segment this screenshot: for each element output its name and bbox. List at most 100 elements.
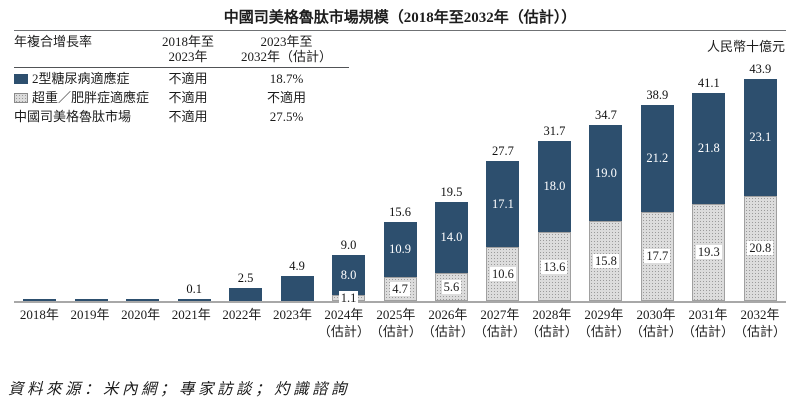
bar-stack: 27.7 17.1 10.6 (486, 144, 520, 301)
cagr-row-total-market: 中國司美格魯肽市場 不適用 27.5% (14, 106, 349, 125)
cagr-value: 不適用 (168, 71, 208, 86)
obesity-segment-value-label: 17.7 (644, 249, 671, 264)
obesity-segment-value-label: 1.1 (338, 291, 359, 306)
bar-column-2025年: 15.6 10.9 4.7 (374, 62, 425, 301)
bar-stack (23, 299, 57, 301)
cagr-value: 不適用 (266, 90, 306, 105)
cagr-header-period2: 2023年至 2032年（估計） (224, 34, 349, 64)
obesity-segment: 4.7 (383, 277, 417, 301)
bar-column-2026年: 19.5 14.0 5.6 (426, 62, 477, 301)
obesity-segment-value-label: 5.6 (441, 279, 462, 294)
bar-stack: 4.9 (280, 259, 314, 301)
t2d-legend-swatch (14, 74, 28, 84)
x-axis-label: 2018年 (19, 307, 59, 322)
bar-column-2032年: 43.9 23.1 20.8 (735, 62, 786, 301)
t2d-segment: 21.2 (640, 104, 674, 212)
bar-stack: 2.5 (229, 271, 263, 301)
t2d-segment-value-label: 17.1 (492, 196, 514, 211)
bar-column-2022年: 2.5 (220, 62, 271, 301)
bar-stack: 38.9 21.2 17.7 (640, 88, 674, 301)
cagr-header-period1-line1: 2018年至 (161, 34, 214, 49)
bar-stack: 41.1 21.8 19.3 (692, 76, 726, 301)
obesity-segment-value-label: 15.8 (592, 254, 619, 269)
cagr-header-row: 年複合增長率 2018年至 2023年 2023年至 2032年（估計） (14, 32, 349, 68)
t2d-segment (23, 299, 57, 301)
obesity-segment: 10.6 (486, 247, 520, 301)
t2d-segment: 8.0 (332, 255, 366, 296)
x-axis-label: 2024年 （估計） (317, 307, 370, 339)
x-axis-label: 2023年 (273, 307, 313, 322)
obesity-segment: 15.8 (589, 221, 623, 301)
x-axis-label: 2030年 （估計） (629, 307, 682, 339)
obesity-segment: 19.3 (692, 203, 726, 301)
x-axis-label: 2025年 （估計） (369, 307, 422, 339)
x-axis-label: 2021年 (171, 307, 211, 322)
bar-stack: 19.5 14.0 5.6 (434, 185, 468, 301)
bar-column-2019年 (65, 62, 116, 301)
t2d-segment: 18.0 (537, 141, 571, 233)
cagr-row-label: 超重／肥胖症適應症 (32, 90, 150, 105)
cagr-header-metric: 年複合增長率 (14, 34, 93, 49)
t2d-segment: 10.9 (383, 222, 417, 278)
cagr-value: 不適用 (168, 90, 208, 105)
cagr-row-t2d: 2型糖尿病適應症 不適用 18.7% (14, 68, 349, 87)
bar-column-2020年 (117, 62, 168, 301)
obesity-segment-value-label: 4.7 (390, 282, 410, 297)
x-axis-label: 2029年 （估計） (577, 307, 630, 339)
cagr-row-obesity: 超重／肥胖症適應症 不適用 不適用 (14, 87, 349, 106)
t2d-segment-value-label: 21.8 (697, 141, 720, 155)
bar-total-label: 27.7 (492, 144, 514, 159)
obesity-segment: 1.1 (332, 291, 366, 306)
bar-total-label: 2.5 (237, 271, 254, 286)
t2d-segment (229, 288, 263, 301)
x-axis-label: 2022年 (222, 307, 262, 322)
cagr-value: 27.5% (269, 109, 304, 124)
t2d-segment (74, 299, 108, 301)
bar-column-2030年: 38.9 21.2 17.7 (632, 62, 683, 301)
cagr-header-period2-line2: 2032年（估計） (240, 49, 332, 64)
bar-stack: 15.6 10.9 4.7 (383, 205, 417, 301)
bar-column-2028年: 31.7 18.0 13.6 (529, 62, 580, 301)
bar-total-label: 9.0 (340, 238, 357, 253)
cagr-header-period1: 2018年至 2023年 (152, 34, 224, 64)
t2d-segment (280, 276, 314, 301)
cagr-row-label: 2型糖尿病適應症 (32, 71, 130, 86)
t2d-segment-value-label: 21.2 (646, 150, 669, 165)
t2d-segment: 14.0 (434, 202, 468, 273)
cagr-value: 不適用 (168, 109, 208, 124)
obesity-segment: 13.6 (537, 232, 571, 301)
bar-stack: 9.0 8.0 1.1 (332, 238, 366, 306)
unit-label: 人民幣十億元 (706, 39, 785, 54)
x-axis-label: 2028年 （估計） (525, 307, 578, 339)
bar-stack (74, 299, 108, 301)
bar-stack: 43.9 23.1 20.8 (743, 62, 777, 301)
bar-stack: 31.7 18.0 13.6 (537, 124, 571, 301)
cagr-row-label: 中國司美格魯肽市場 (14, 109, 132, 124)
bar-total-label: 31.7 (543, 124, 566, 139)
bar-column-2024年: 9.0 8.0 1.1 (323, 62, 374, 306)
plot-area: 0.1 2.5 4.9 9.0 8.0 1.1 15.6 10.9 4.7 19.5 14.0 5.6… (14, 62, 786, 306)
cagr-value: 18.7% (269, 71, 304, 86)
bar-column-2027年: 27.7 17.1 10.6 (477, 62, 528, 301)
t2d-segment: 17.1 (486, 161, 520, 248)
obesity-segment: 17.7 (640, 211, 674, 301)
chart-title: 中國司美格魯肽市場規模（2018年至2032年（估計）） (223, 10, 577, 26)
bar-total-label: 41.1 (697, 76, 720, 91)
bar-total-label: 0.1 (186, 282, 202, 296)
top-divider-rule (14, 30, 786, 31)
bar-total-label: 34.7 (594, 108, 617, 123)
bar-column-2029年: 34.7 19.0 15.8 (580, 62, 631, 301)
bar-column-2023年: 4.9 (271, 62, 322, 301)
bar-total-label: 43.9 (749, 62, 772, 77)
x-axis: 2018年 2019年 2020年 2021年 2022年 2023年 2024年 （估計） 2… (14, 306, 786, 340)
obesity-segment-value-label: 20.8 (747, 241, 774, 256)
bar-stack (126, 299, 160, 301)
t2d-segment-value-label: 8.0 (340, 267, 357, 282)
t2d-segment (126, 299, 160, 301)
obesity-segment-value-label: 19.3 (695, 245, 722, 260)
t2d-segment-value-label: 14.0 (440, 229, 463, 244)
obesity-segment-value-label: 10.6 (490, 267, 516, 282)
x-axis-label: 2032年 （估計） (733, 307, 786, 339)
obesity-segment: 5.6 (434, 272, 468, 301)
